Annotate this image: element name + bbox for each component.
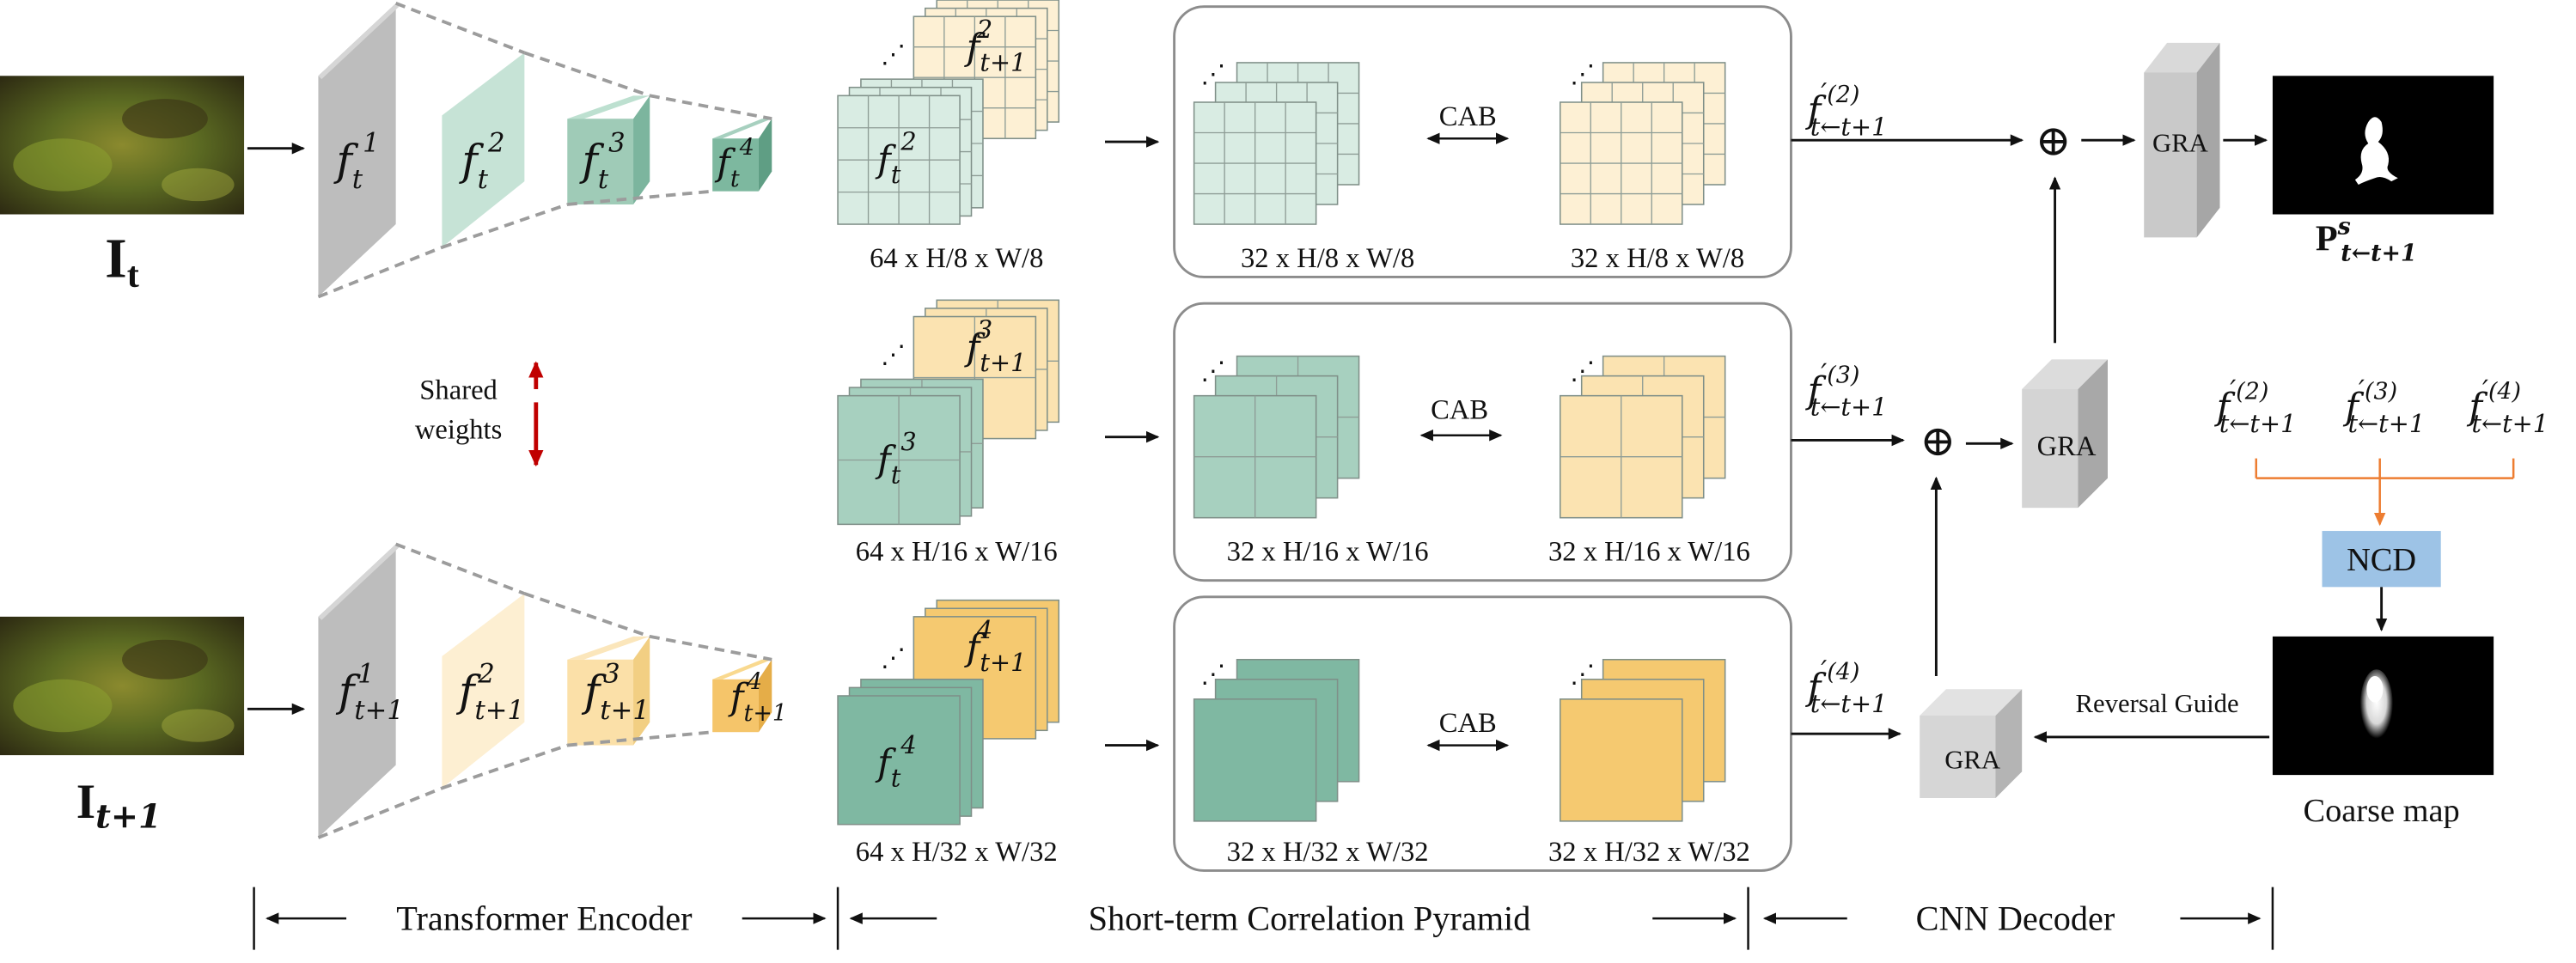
feature-t3: ft3 <box>578 128 625 195</box>
cab-label-1: CAB <box>1439 101 1497 132</box>
corr-feature-3: f′(3) t←t+1 <box>1805 358 1888 421</box>
pyramid-level-2 <box>1173 302 1792 582</box>
feature-stack-3 <box>837 299 1060 526</box>
stack-dims-3: 64 x H/32 x W/32 <box>856 837 1058 868</box>
feature-t2: ft2 <box>458 128 504 195</box>
coarse-map-label: Coarse map <box>2303 793 2459 829</box>
ncd-input-2: f′(2) t←t+1 <box>2214 375 2297 437</box>
corr-feature-2: f′(2) t←t+1 <box>1805 78 1888 141</box>
section-encoder: Transformer Encoder <box>396 899 693 938</box>
corr-feature-4: f′(4) t←t+1 <box>1805 655 1888 718</box>
correlation-pair-1 <box>1193 62 1726 225</box>
plus-node-middle: ⊕ <box>1920 418 1956 465</box>
stack-front-label-4: ft4 <box>875 730 917 792</box>
correlation-pair-3 <box>1193 658 1726 822</box>
ellipsis-2: ⋰ <box>881 644 906 672</box>
ellipsis-0: ⋰ <box>881 41 906 69</box>
ncd-input-4: f′(4) t←t+1 <box>2466 375 2549 437</box>
right-dims-2: 32 x H/16 x W/16 <box>1548 537 1750 568</box>
output-map <box>2272 76 2494 215</box>
gra-block-bottom <box>1920 689 2023 798</box>
right-dims-1: 32 x H/8 x W/8 <box>1571 243 1744 274</box>
stack-back-label-4: ft+14 <box>964 615 1027 677</box>
correlation-blocks <box>1193 62 1726 822</box>
stack-back-label-2: ft+12 <box>964 15 1027 76</box>
right-dims-3: 32 x H/32 x W/32 <box>1548 837 1750 868</box>
corr-green-3-sheet-0 <box>1193 698 1317 822</box>
stack-dims-1: 64 x H/8 x W/8 <box>870 243 1043 274</box>
left-dims-3: 32 x H/32 x W/32 <box>1227 837 1429 868</box>
ncd-label: NCD <box>2347 542 2416 578</box>
gra-label-middle: GRA <box>2037 431 2097 462</box>
ncd-block <box>2322 531 2441 588</box>
cab-label-3: CAB <box>1439 708 1497 739</box>
feature-stack-4 <box>837 599 1060 826</box>
ncd-connector <box>2255 458 2515 527</box>
gra-block-middle <box>2022 359 2108 509</box>
corr-yellow-3-sheet-0 <box>1559 698 1683 822</box>
gra-block-top <box>2144 42 2220 238</box>
section-pyramid: Short-term Correlation Pyramid <box>1089 899 1531 938</box>
frame-t1-label: It+1 <box>76 775 162 837</box>
plus-node-top: ⊕ <box>2036 117 2072 164</box>
correlation-pair-2 <box>1193 355 1726 519</box>
output-label: Ps t←t+1 <box>2316 214 2417 267</box>
input-frame-t <box>0 76 245 215</box>
encoder-top <box>317 2 772 299</box>
gra-label-top: GRA <box>2152 129 2208 158</box>
ellipsis-1: ⋰ <box>881 341 906 369</box>
stack-dims-2: 64 x H/16 x W/16 <box>856 537 1058 568</box>
stack-green-4-sheet-0 <box>837 695 961 826</box>
cab-label-2: CAB <box>1431 395 1488 426</box>
coarse-map <box>2272 636 2494 776</box>
reversal-guide-label: Reversal Guide <box>2076 689 2239 718</box>
shared-weights-line2: weights <box>415 415 502 446</box>
left-dims-1: 32 x H/8 x W/8 <box>1241 243 1414 274</box>
feature-t1-3: ft+13 <box>581 659 650 726</box>
input-frame-t1 <box>0 616 245 756</box>
stack-front-label-2: ft2 <box>875 127 917 189</box>
section-dividers <box>253 887 2274 950</box>
stack-front-label-3: ft3 <box>875 427 917 489</box>
frame-t-label: It <box>105 228 138 296</box>
section-decoder: CNN Decoder <box>1916 899 2115 938</box>
shared-weights-line1: Shared <box>419 375 497 405</box>
feature-stack-2 <box>837 0 1060 225</box>
pyramid-level-1 <box>1173 5 1792 278</box>
left-dims-2: 32 x H/16 x W/16 <box>1227 537 1429 568</box>
encoder-bottom <box>317 542 772 839</box>
gra-label-bottom: GRA <box>1944 745 2000 774</box>
ncd-input-3: f′(3) t←t+1 <box>2342 375 2425 437</box>
stack-back-label-3: ft+13 <box>964 314 1027 376</box>
